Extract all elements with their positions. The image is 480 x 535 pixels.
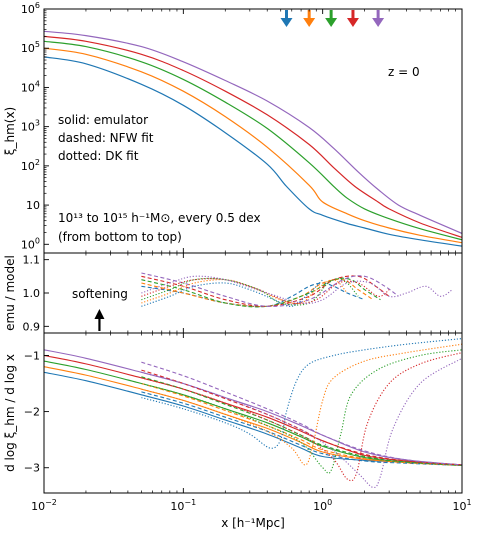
x-tick-label-1: 10−1	[170, 498, 196, 513]
bottom-y-tick-label-2: −3	[24, 462, 40, 475]
emulator-xi-3	[44, 35, 462, 238]
legend-dotted: dotted: DK fit	[58, 149, 139, 163]
middle-series-group	[141, 272, 453, 308]
dk-ratio-3	[141, 278, 390, 305]
bottom-y-tick-label-1: −2	[24, 406, 40, 419]
nfw-ratio-1	[141, 278, 374, 308]
top-y-tick-label-2: 102	[21, 158, 40, 173]
radius-arrow-head-3	[346, 18, 359, 27]
x-tick-label-0: 10−2	[31, 498, 57, 513]
nfw-ratio-4	[141, 272, 399, 307]
nfw-ratio-0	[141, 282, 365, 308]
halo-radius-arrows	[280, 10, 385, 27]
bottom-panel: −1 −2 −3 10−2 10−1 100 101 d log ξ_hm / d log…	[3, 332, 472, 530]
bottom-y-ticks: −1 −2 −3	[24, 333, 463, 493]
middle-y-tick-label-0: 0.9	[23, 320, 41, 333]
dk-ratio-4	[141, 275, 453, 304]
middle-y-tick-label-1: 1.0	[23, 287, 41, 300]
nfw-ratio-3	[141, 275, 390, 307]
middle-y-tick-label-2: 1.1	[23, 254, 41, 267]
emulator-xi-2	[44, 40, 462, 241]
order-label: (from bottom to top)	[58, 230, 182, 244]
radius-arrow-head-2	[325, 18, 338, 27]
x-axis-label: x [h⁻¹Mpc]	[221, 516, 285, 530]
nfw-ratio-2	[141, 277, 381, 308]
dk-slope-0	[141, 338, 462, 449]
emulator-xi-4	[44, 30, 462, 234]
dk-ratio-2	[141, 277, 359, 306]
bottom-y-tick-label-0: −1	[24, 349, 40, 362]
top-y-tick-label-1: 10	[26, 199, 40, 212]
nfw-slope-0	[141, 391, 462, 467]
top-y-ticks: 100 10 102 103 104 105 106	[21, 1, 463, 253]
emulator-slope-0	[44, 371, 462, 466]
top-series-group	[44, 30, 462, 247]
dk-slope-1	[141, 343, 462, 466]
redshift-label: z = 0	[388, 65, 420, 79]
radius-arrow-head-4	[372, 18, 385, 27]
dk-slope-4	[141, 357, 462, 489]
top-y-tick-label-6: 106	[21, 1, 40, 16]
nfw-slope-2	[141, 376, 462, 467]
x-tick-label-3: 101	[452, 498, 471, 513]
softening-label: softening	[72, 287, 128, 301]
nfw-slope-1	[141, 382, 462, 467]
middle-ylabel: emu / model	[3, 255, 17, 331]
emulator-slope-2	[44, 360, 462, 466]
top-y-tick-label-0: 100	[21, 236, 40, 251]
x-ticks: 10−2 10−1 100 101	[31, 498, 471, 513]
nfw-slope-3	[141, 369, 462, 466]
top-y-tick-label-4: 104	[21, 79, 40, 94]
bottom-axes-frame	[43, 332, 463, 494]
legend-solid: solid: emulator	[58, 113, 148, 127]
softening-arrow-head	[94, 309, 105, 319]
middle-panel: 0.9 1.0 1.1 emu / model softening	[3, 252, 463, 334]
dk-ratio-1	[141, 279, 348, 305]
emulator-xi-0	[44, 56, 462, 247]
top-y-tick-label-3: 103	[21, 119, 40, 134]
emulator-slope-3	[44, 354, 462, 466]
middle-y-ticks: 0.9 1.0 1.1	[23, 253, 463, 333]
bottom-series-group	[44, 338, 462, 489]
x-tick-label-2: 100	[313, 498, 332, 513]
dk-slope-3	[141, 352, 462, 482]
emulator-xi-1	[44, 47, 462, 244]
emulator-slope-4	[44, 349, 462, 466]
radius-arrow-head-0	[280, 18, 293, 27]
legend-dashed: dashed: NFW fit	[58, 131, 154, 145]
nfw-slope-4	[141, 361, 462, 466]
dk-slope-2	[141, 349, 462, 474]
softening-arrow	[94, 309, 105, 331]
mass-range-label: 10¹³ to 10¹⁵ h⁻¹M⊙, every 0.5 dex	[58, 211, 261, 225]
radius-arrow-head-1	[303, 18, 316, 27]
bottom-ylabel: d log ξ_hm / d log x	[3, 354, 17, 472]
top-ylabel: ξ_hm(x)	[3, 107, 17, 155]
top-panel: 100 10 102 103 104 105 106 ξ_hm(x) z = 0 solid…	[3, 1, 463, 254]
emulator-slope-1	[44, 366, 462, 466]
dk-ratio-0	[141, 279, 324, 307]
top-y-tick-label-5: 105	[21, 40, 40, 55]
